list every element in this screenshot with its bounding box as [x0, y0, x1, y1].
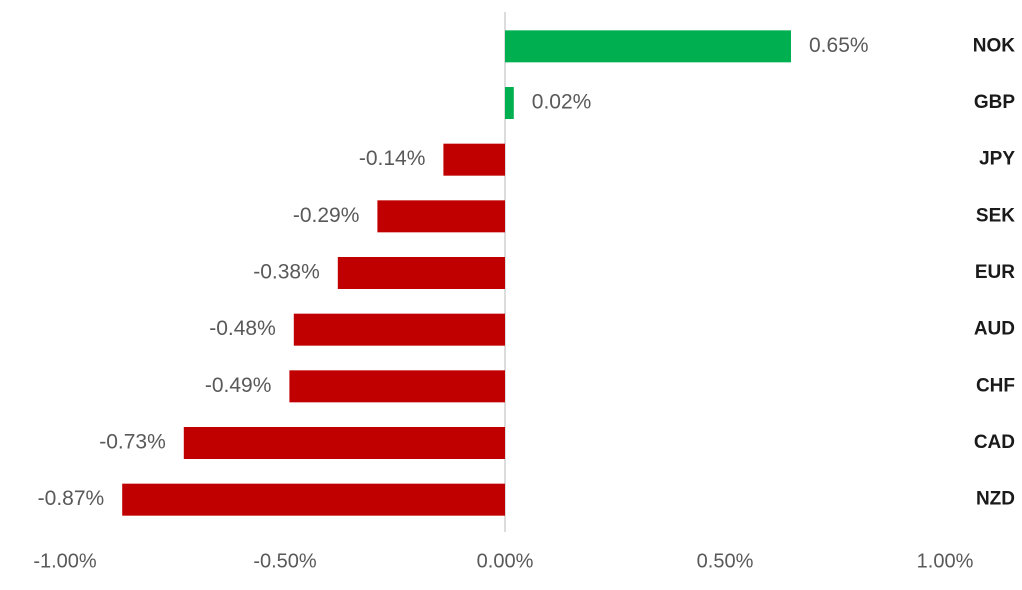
- x-tick-label: 0.00%: [477, 550, 534, 572]
- bar: [289, 370, 505, 403]
- category-label: GBP: [974, 92, 1016, 113]
- bar: [443, 143, 505, 176]
- x-tick-label: -0.50%: [253, 550, 317, 572]
- value-label: -0.38%: [253, 261, 320, 284]
- category-label: NZD: [976, 489, 1015, 510]
- bar: [505, 30, 791, 63]
- category-label: CAD: [974, 432, 1015, 453]
- value-label: -0.73%: [99, 431, 166, 454]
- value-label: -0.87%: [38, 487, 105, 510]
- bar: [377, 200, 505, 233]
- category-label: EUR: [975, 262, 1015, 283]
- x-tick-label: 0.50%: [697, 550, 754, 572]
- category-label: NOK: [973, 35, 1016, 56]
- category-label: AUD: [974, 319, 1015, 340]
- value-label: -0.49%: [205, 374, 272, 397]
- category-label: JPY: [979, 149, 1015, 170]
- value-label: 0.65%: [809, 34, 869, 57]
- category-label: CHF: [976, 375, 1015, 396]
- value-label: -0.29%: [293, 204, 360, 227]
- bar: [337, 257, 505, 289]
- category-label: SEK: [976, 205, 1015, 226]
- bar: [183, 427, 506, 459]
- bar: [122, 483, 505, 516]
- x-tick-label: -1.00%: [33, 550, 97, 572]
- x-tick-label: 1.00%: [917, 550, 974, 572]
- value-label: -0.48%: [209, 317, 276, 340]
- bar: [293, 313, 505, 346]
- value-label: -0.14%: [359, 147, 426, 170]
- value-label: 0.02%: [532, 91, 592, 114]
- bar: [505, 87, 514, 119]
